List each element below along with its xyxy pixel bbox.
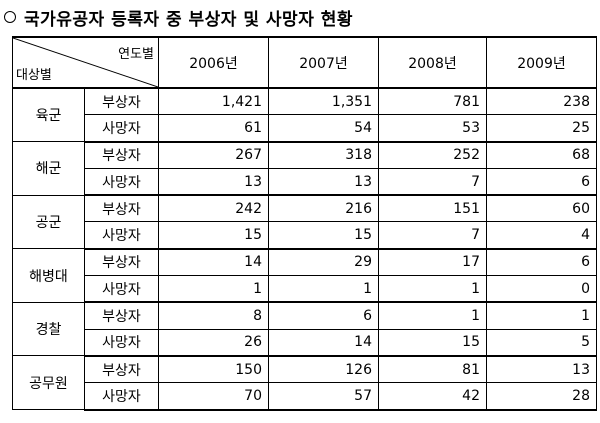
- value-cell: 781: [378, 87, 487, 116]
- value-cell: 1,421: [158, 87, 269, 116]
- value-cell: 42: [378, 382, 487, 411]
- value-cell: 1: [158, 275, 269, 304]
- value-cell: 216: [268, 194, 379, 223]
- type-cell: 부상자: [84, 141, 159, 169]
- category-cell: 해병대: [12, 248, 85, 303]
- value-cell: 1: [378, 275, 487, 304]
- category-cell: 육군: [12, 87, 85, 143]
- value-cell: 70: [158, 382, 269, 411]
- year-header-2006: 2006년: [158, 36, 269, 89]
- value-cell: 54: [268, 114, 379, 143]
- value-cell: 8: [158, 301, 269, 330]
- value-cell: 6: [486, 167, 597, 197]
- value-cell: 6: [268, 301, 379, 330]
- table-row: 사망자 61 54 53 25: [13, 114, 597, 143]
- type-cell: 사망자: [84, 382, 159, 411]
- value-cell: 318: [268, 141, 379, 169]
- value-cell: 14: [268, 328, 379, 357]
- value-cell: 1: [486, 301, 597, 330]
- value-cell: 13: [268, 167, 379, 197]
- value-cell: 6: [486, 248, 597, 277]
- table-row: 사망자 1 1 1 0: [13, 275, 597, 304]
- corner-label-year: 연도별: [118, 47, 154, 62]
- value-cell: 60: [486, 194, 597, 223]
- value-cell: 0: [486, 275, 597, 304]
- type-cell: 사망자: [84, 275, 159, 304]
- value-cell: 61: [158, 114, 269, 143]
- value-cell: 4: [486, 221, 597, 250]
- value-cell: 15: [268, 221, 379, 250]
- year-header-2009: 2009년: [486, 36, 597, 89]
- value-cell: 1: [378, 301, 487, 330]
- type-cell: 사망자: [84, 114, 159, 143]
- value-cell: 13: [158, 167, 269, 197]
- table-row: 사망자 70 57 42 28: [13, 382, 597, 411]
- value-cell: 68: [486, 141, 597, 169]
- value-cell: 28: [486, 382, 597, 411]
- type-cell: 부상자: [84, 194, 159, 223]
- value-cell: 7: [378, 167, 487, 197]
- type-cell: 사망자: [84, 167, 159, 197]
- value-cell: 7: [378, 221, 487, 250]
- value-cell: 267: [158, 141, 269, 169]
- table-row: 해군 부상자 267 318 252 68: [12, 141, 597, 196]
- statistics-table: 연도별 대상별 2006년 2007년 2008년 2009년 육군 부상자 1,4…: [12, 36, 597, 411]
- table-row: 경찰 부상자 8 6 1 1: [12, 301, 597, 357]
- value-cell: 57: [268, 382, 379, 411]
- table-row: 공군 부상자 242 216 151 60: [12, 194, 597, 250]
- category-cell: 공무원: [12, 355, 85, 411]
- diagonal-divider-line: [14, 39, 157, 86]
- value-cell: 126: [268, 355, 379, 384]
- table-row: 사망자 26 14 15 5: [13, 328, 597, 357]
- table-row: 해병대 부상자 14 29 17 6: [12, 248, 597, 303]
- table-row: 육군 부상자 1,421 1,351 781 238: [12, 87, 597, 143]
- category-cell: 해군: [12, 141, 85, 196]
- value-cell: 25: [486, 114, 597, 143]
- corner-label-category: 대상별: [16, 68, 52, 83]
- type-cell: 사망자: [84, 328, 159, 357]
- value-cell: 5: [486, 328, 597, 357]
- value-cell: 53: [378, 114, 487, 143]
- year-header-2008: 2008년: [378, 36, 487, 89]
- value-cell: 13: [486, 355, 597, 384]
- corner-header-cell: 연도별 대상별: [12, 36, 159, 89]
- title-text: 국가유공자 등록자 중 부상자 및 사망자 현황: [24, 9, 354, 30]
- type-cell: 부상자: [84, 301, 159, 330]
- value-cell: 1: [268, 275, 379, 304]
- table-row: 사망자 13 13 7 6: [13, 167, 597, 197]
- type-cell: 사망자: [84, 221, 159, 250]
- table-row: 사망자 15 15 7 4: [13, 221, 597, 250]
- header-row: 연도별 대상별 2006년 2007년 2008년 2009년: [12, 36, 597, 89]
- table-row: 공무원 부상자 150 126 81 13: [12, 355, 597, 411]
- value-cell: 15: [158, 221, 269, 250]
- type-cell: 부상자: [84, 87, 159, 116]
- category-cell: 경찰: [12, 301, 85, 357]
- category-cell: 공군: [12, 194, 85, 250]
- circle-bullet-icon: [4, 11, 16, 23]
- year-header-2007: 2007년: [268, 36, 379, 89]
- value-cell: 252: [378, 141, 487, 169]
- value-cell: 15: [378, 328, 487, 357]
- value-cell: 14: [158, 248, 269, 277]
- value-cell: 242: [158, 194, 269, 223]
- type-cell: 부상자: [84, 248, 159, 277]
- value-cell: 238: [486, 87, 597, 116]
- value-cell: 17: [378, 248, 487, 277]
- document-title: 국가유공자 등록자 중 부상자 및 사망자 현황: [4, 4, 353, 30]
- table-body: 육군 부상자 1,421 1,351 781 238 사망자 61 54 53 25 해군 부상자 267…: [12, 87, 597, 411]
- value-cell: 81: [378, 355, 487, 384]
- type-cell: 부상자: [84, 355, 159, 384]
- value-cell: 151: [378, 194, 487, 223]
- value-cell: 1,351: [268, 87, 379, 116]
- value-cell: 29: [268, 248, 379, 277]
- value-cell: 26: [158, 328, 269, 357]
- value-cell: 150: [158, 355, 269, 384]
